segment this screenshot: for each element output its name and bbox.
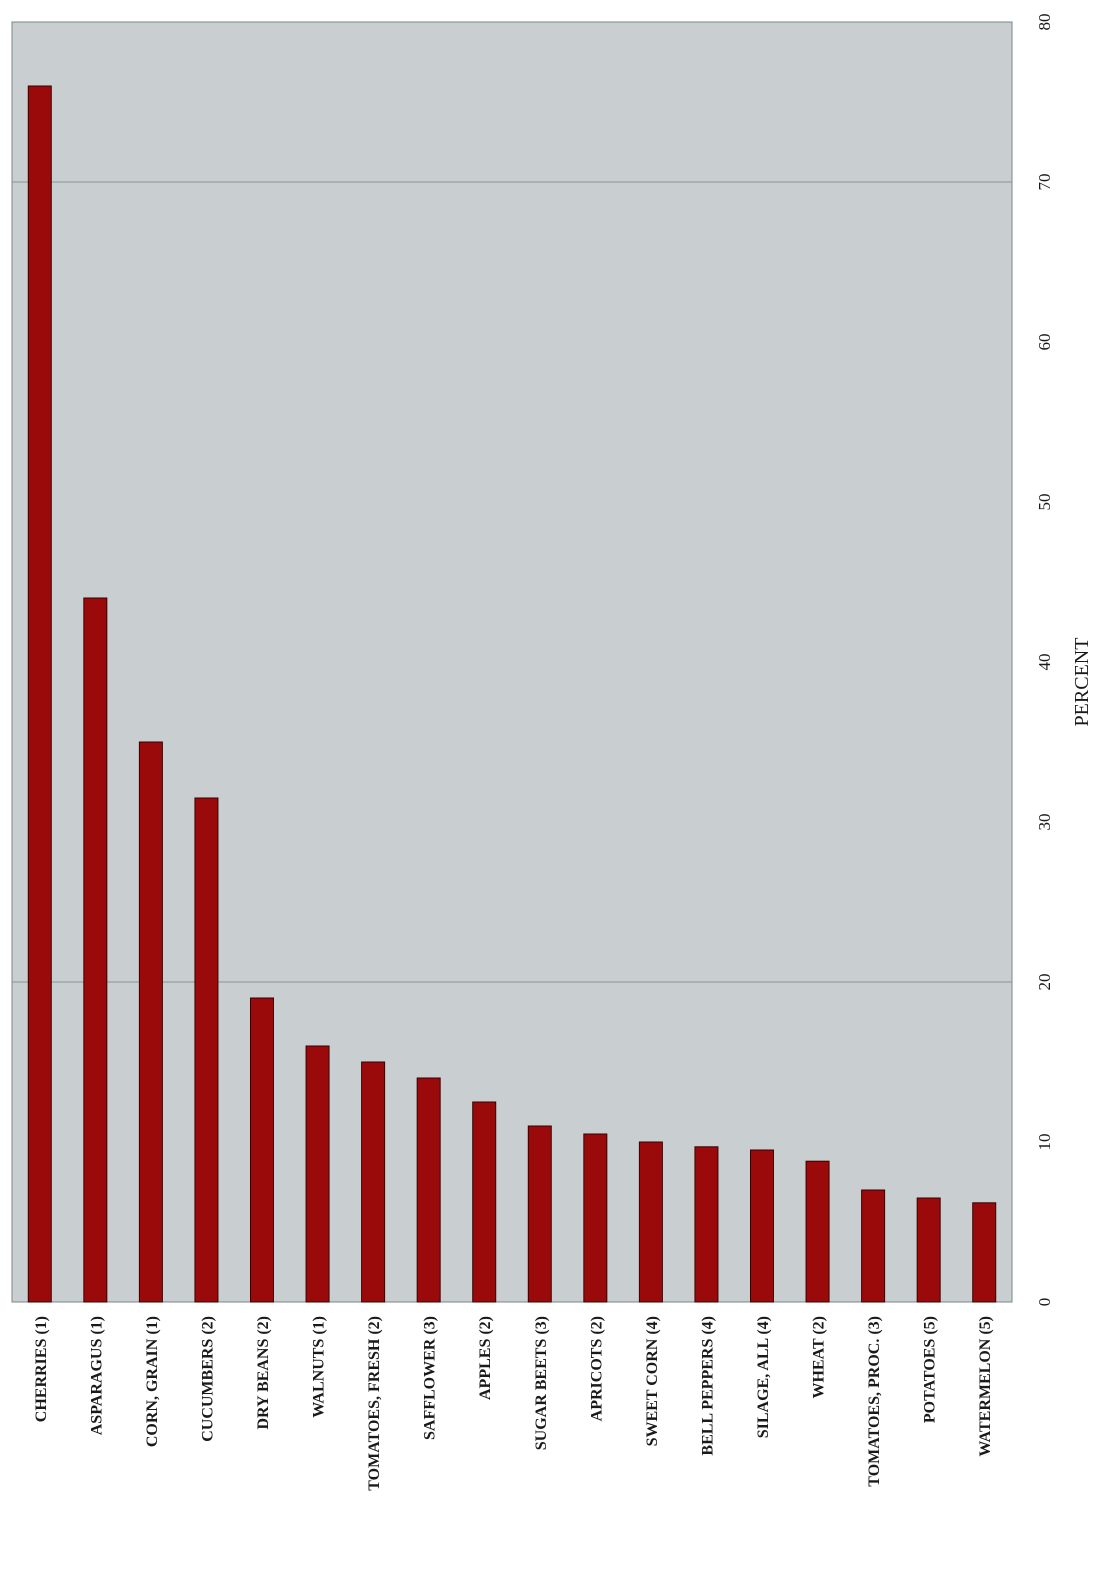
tick-label: 40	[1035, 654, 1054, 671]
bar	[416, 1077, 441, 1303]
category-label: DRY BEANS (2)	[255, 1316, 272, 1430]
bar	[138, 741, 163, 1303]
category-label: APPLES (2)	[477, 1316, 494, 1400]
bar	[83, 597, 108, 1303]
bar	[472, 1101, 497, 1303]
bar	[527, 1125, 552, 1303]
category-label: CORN, GRAIN (1)	[144, 1316, 161, 1447]
category-label: SWEET CORN (4)	[644, 1316, 661, 1446]
tick-label: 60	[1035, 334, 1054, 351]
plot-area	[11, 21, 1013, 1303]
bar	[694, 1146, 719, 1303]
category-label: CUCUMBERS (2)	[199, 1316, 216, 1442]
tick-label: 10	[1035, 1134, 1054, 1151]
bar	[972, 1202, 997, 1303]
tick-label: 50	[1035, 494, 1054, 511]
bar	[583, 1133, 608, 1303]
bar	[638, 1141, 663, 1303]
tick-label: 0	[1035, 1298, 1054, 1307]
bar	[750, 1149, 774, 1303]
tick-label: 30	[1035, 814, 1054, 831]
tick-label: 20	[1035, 974, 1054, 991]
tick-label: 80	[1035, 14, 1054, 31]
category-label: CHERRIES (1)	[33, 1316, 50, 1422]
category-label: ASPARAGUS (1)	[88, 1316, 105, 1435]
category-label: SILAGE, ALL (4)	[755, 1316, 772, 1438]
category-label: TOMATOES, FRESH (2)	[366, 1316, 383, 1491]
category-label: TOMATOES, PROC. (3)	[866, 1316, 883, 1487]
bar	[361, 1061, 386, 1303]
category-label: SAFFLOWER (3)	[422, 1316, 439, 1440]
category-label: BELL PEPPERS (4)	[699, 1316, 716, 1456]
tick-label: 70	[1035, 174, 1054, 191]
category-label: POTATOES (5)	[922, 1316, 939, 1423]
bar	[27, 85, 52, 1303]
axis-title: PERCENT	[1071, 638, 1093, 727]
category-label: SUGAR BEETS (3)	[533, 1316, 550, 1450]
category-label: WALNUTS (1)	[311, 1316, 328, 1418]
bar	[250, 997, 274, 1303]
bar	[861, 1189, 886, 1303]
bar	[305, 1045, 330, 1303]
category-label: WHEAT (2)	[811, 1316, 828, 1399]
bar	[805, 1160, 830, 1303]
category-label: WATERMELON (5)	[977, 1316, 994, 1457]
category-label: APRICOTS (2)	[588, 1316, 605, 1421]
bar	[194, 797, 219, 1303]
bar	[916, 1197, 941, 1303]
